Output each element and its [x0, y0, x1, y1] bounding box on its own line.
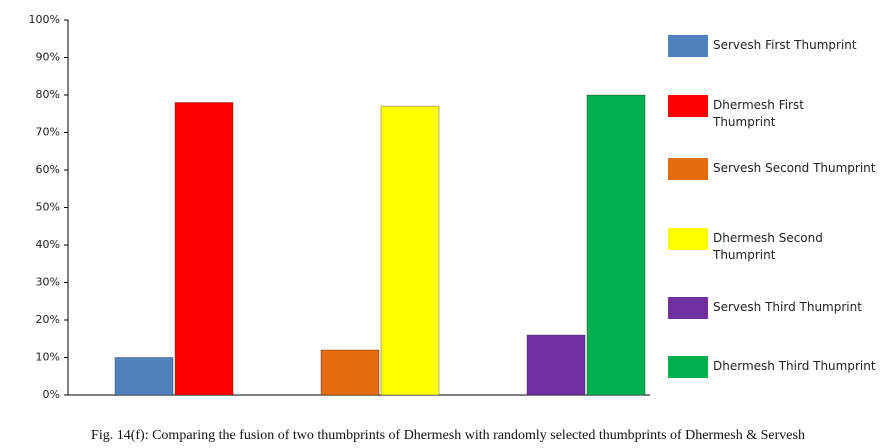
legend-label: Servesh Third Thumprint	[713, 300, 862, 314]
y-tick-label: 90%	[36, 51, 60, 64]
legend-label: Dhermesh Third Thumprint	[713, 359, 876, 373]
y-tick-label: 100%	[29, 13, 60, 26]
legend-label: Servesh Second Thumprint	[713, 161, 876, 175]
legend-label: Dhermesh Second Thumprint	[713, 231, 823, 262]
y-tick-label: 70%	[36, 126, 60, 139]
legend-label: Servesh First Thumprint	[713, 38, 857, 52]
y-tick-label: 20%	[36, 313, 60, 326]
y-tick-label: 10%	[36, 351, 60, 364]
bar	[526, 334, 586, 396]
bar	[114, 357, 174, 396]
y-tick-label: 0%	[43, 388, 60, 401]
y-tick-label: 50%	[36, 201, 60, 214]
legend-swatch	[668, 35, 708, 57]
legend-swatch	[668, 356, 708, 378]
bar	[586, 94, 646, 396]
caption: Fig. 14(f): Comparing the fusion of two …	[91, 428, 805, 443]
y-tick-label: 40%	[36, 238, 60, 251]
bar	[174, 102, 234, 396]
y-tick-label: 60%	[36, 163, 60, 176]
y-tick-label: 80%	[36, 88, 60, 101]
legend-swatch	[668, 228, 708, 250]
bar	[320, 349, 380, 396]
legend-swatch	[668, 297, 708, 319]
legend-swatch	[668, 95, 708, 117]
legend-swatch	[668, 158, 708, 180]
legend-label: Dhermesh First Thumprint	[713, 98, 804, 129]
bar	[380, 105, 440, 396]
y-tick-label: 30%	[36, 276, 60, 289]
